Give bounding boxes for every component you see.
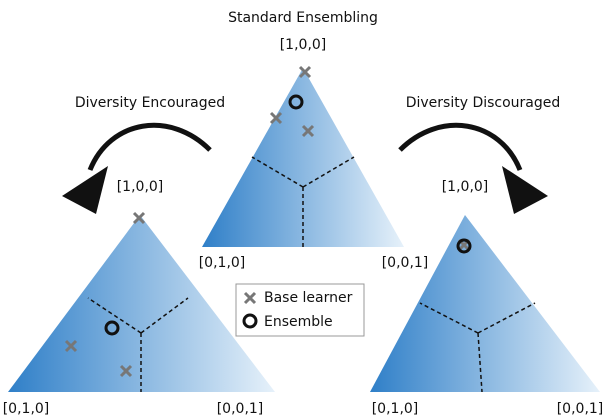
arrow-left-head (62, 166, 108, 214)
legend (235, 283, 365, 337)
arrow-right (398, 122, 523, 171)
center-title: Standard Ensembling (228, 10, 378, 26)
vertex-label: [0,1,0] (3, 401, 50, 417)
triangle-right (370, 215, 600, 393)
legend-label: Ensemble (264, 314, 333, 330)
vertex-label: [0,0,1] (382, 255, 429, 271)
arrow-left (87, 122, 212, 171)
left-title: Diversity Encouraged (75, 95, 225, 111)
vertex-label: [0,0,1] (217, 401, 264, 417)
vertex-label: [1,0,0] (117, 179, 164, 195)
vertex-label: [0,1,0] (372, 401, 419, 417)
triangle-left (8, 211, 275, 392)
arrow-right-head (502, 166, 548, 214)
legend-label: Base learner (264, 290, 353, 306)
vertex-label: [0,0,1] (557, 401, 604, 417)
vertex-label: [1,0,0] (442, 179, 489, 195)
triangle-center (202, 65, 404, 247)
right-title: Diversity Discouraged (406, 95, 561, 111)
vertex-label: [0,1,0] (199, 255, 246, 271)
vertex-label: [1,0,0] (280, 37, 327, 53)
